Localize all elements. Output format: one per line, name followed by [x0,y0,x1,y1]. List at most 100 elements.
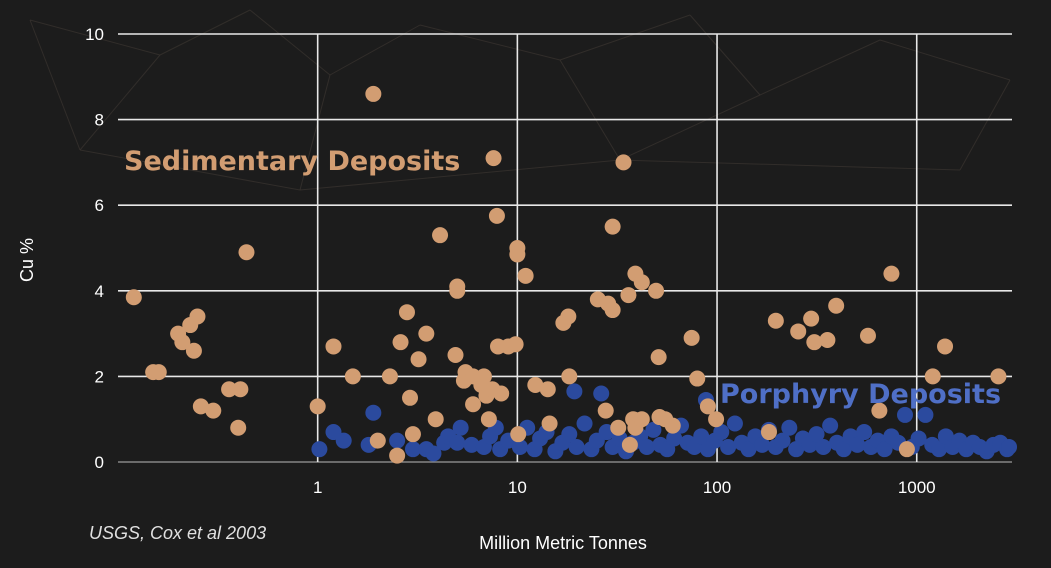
porphyry-point [425,445,442,462]
sedimentary-annotation: Sedimentary Deposits [124,146,460,177]
y-axis-title: Cu % [17,238,37,282]
sedimentary-point [517,267,534,284]
sedimentary-point [447,347,464,363]
sedimentary-point [633,274,650,291]
sedimentary-point [937,338,954,355]
porphyry-point [645,421,662,438]
sedimentary-point [232,381,249,398]
background-network-line [559,59,621,161]
sedimentary-point [610,419,627,436]
sedimentary-point [309,398,326,415]
sedimentary-point [480,411,497,428]
sedimentary-point [404,426,421,443]
porphyry-point [463,436,480,453]
sedimentary-point [418,325,435,342]
background-network-line [619,94,761,161]
background-network-line [559,14,691,61]
sedimentary-point [449,282,466,299]
sedimentary-point [859,327,876,344]
porphyry-point [896,406,913,423]
sedimentary-point [871,402,888,419]
porphyry-point [822,417,839,434]
sedimentary-point [699,398,716,415]
porphyry-point [335,432,352,449]
sedimentary-point [760,424,777,441]
sedimentary-point [507,336,524,353]
x-tick-label: 1000 [898,478,936,497]
background-network-line [299,159,621,191]
sedimentary-point [189,308,206,325]
tick-label-layer: 0 2 4 6 8 10 1 10 100 1000 [85,25,936,497]
y-tick-label: 4 [95,282,104,301]
sedimentary-point [493,385,510,402]
y-tick-label: 10 [85,25,104,44]
porphyry-point [876,441,893,458]
background-network-line [959,79,1011,171]
sedimentary-point [990,368,1007,385]
y-tick-label: 6 [95,196,104,215]
background-network-line [299,74,331,191]
porphyry-point [856,424,873,441]
porphyry-point [566,383,583,400]
sedimentary-point [664,417,681,434]
porphyry-point [774,432,791,449]
sedimentary-point [509,246,526,263]
source-credit: USGS, Cox et al 2003 [89,523,266,543]
x-tick-label: 10 [508,478,527,497]
sedimentary-point [604,218,621,235]
background-network-line [419,24,561,61]
sedimentary-point [803,310,820,327]
porphyry-point [931,441,948,458]
y-tick-label: 0 [95,453,104,472]
sedimentary-point [125,289,142,306]
x-axis-title: Million Metric Tonnes [479,533,647,553]
porphyry-point [452,419,469,436]
sedimentary-point [402,389,419,406]
sedimentary-point [708,411,725,428]
porphyry-annotation: Porphyry Deposits [720,379,1001,410]
sedimentary-point [650,349,667,366]
sedimentary-point [648,282,665,299]
background-network-line [29,19,161,56]
porphyry-point [713,424,730,441]
background-network-pattern [29,9,1011,191]
sedimentary-point [185,342,202,359]
sedimentary-point [192,398,209,415]
porphyry-point [754,436,771,453]
sedimentary-point [689,370,706,387]
sedimentary-point [790,323,807,340]
background-network-line [759,39,881,96]
sedimentary-point [683,329,700,346]
sedimentary-point [344,368,361,385]
sedimentary-point [150,364,167,381]
sedimentary-point [410,351,427,368]
sedimentary-point [230,419,247,436]
sedimentary-point [924,368,941,385]
sedimentary-point [561,368,578,385]
background-network-line [79,54,161,151]
sedimentary-point [560,308,577,325]
porphyry-point [849,436,866,453]
y-tick-label: 2 [95,367,104,386]
sedimentary-point [604,302,621,319]
porphyry-point [835,441,852,458]
sedimentary-point [485,150,502,167]
sedimentary-point [174,334,191,351]
porphyry-point [561,426,578,443]
porphyry-point [311,441,328,458]
background-network-line [619,159,961,171]
sedimentary-point [465,396,482,413]
sedimentary-point [541,415,558,432]
porphyry-point [593,385,610,402]
porphyry-point [726,415,743,432]
porphyry-point [720,439,737,456]
porphyry-point [1001,439,1018,456]
sedimentary-point [488,207,505,224]
sedimentary-point [398,304,415,321]
sedimentary-point [620,287,637,304]
x-tick-label: 1 [313,478,322,497]
background-network-line [29,19,81,151]
grid-layer [118,33,1012,463]
porphyry-point [576,415,593,432]
porphyry-point [693,428,710,445]
